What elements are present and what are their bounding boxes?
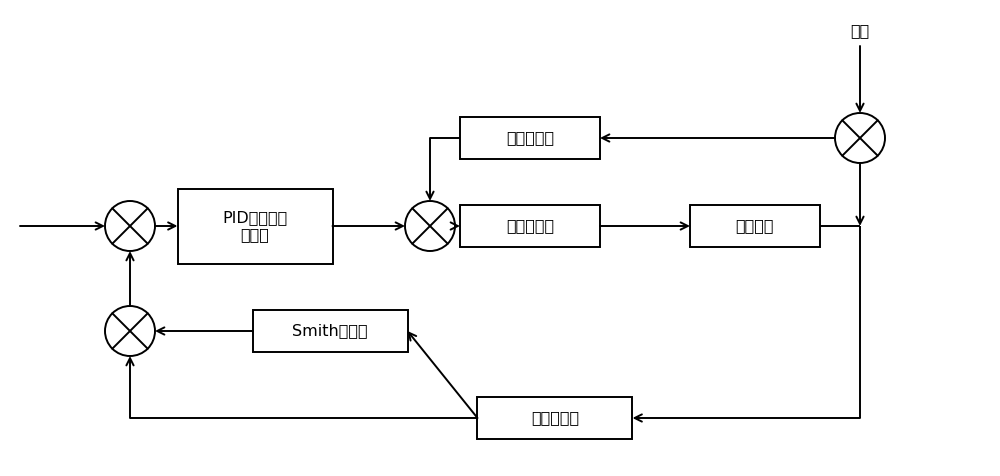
Bar	[252, 310, 408, 352]
Circle shape	[105, 306, 155, 356]
Text: Smith预估器: Smith预估器	[292, 324, 368, 338]
Text: PID交叉反馈
控制器: PID交叉反馈 控制器	[222, 210, 288, 242]
Bar	[178, 188, 332, 264]
Bar	[460, 205, 600, 247]
Bar	[478, 397, 632, 439]
Text: 功率放大器: 功率放大器	[506, 218, 554, 234]
Circle shape	[835, 113, 885, 163]
Text: 被控对象: 被控对象	[736, 218, 774, 234]
Circle shape	[405, 201, 455, 251]
Bar	[460, 117, 600, 159]
Text: 电流传感器: 电流传感器	[531, 410, 579, 426]
Circle shape	[105, 201, 155, 251]
Text: 扰动: 扰动	[850, 23, 870, 38]
Text: 前馈控制器: 前馈控制器	[506, 130, 554, 146]
Bar	[690, 205, 820, 247]
